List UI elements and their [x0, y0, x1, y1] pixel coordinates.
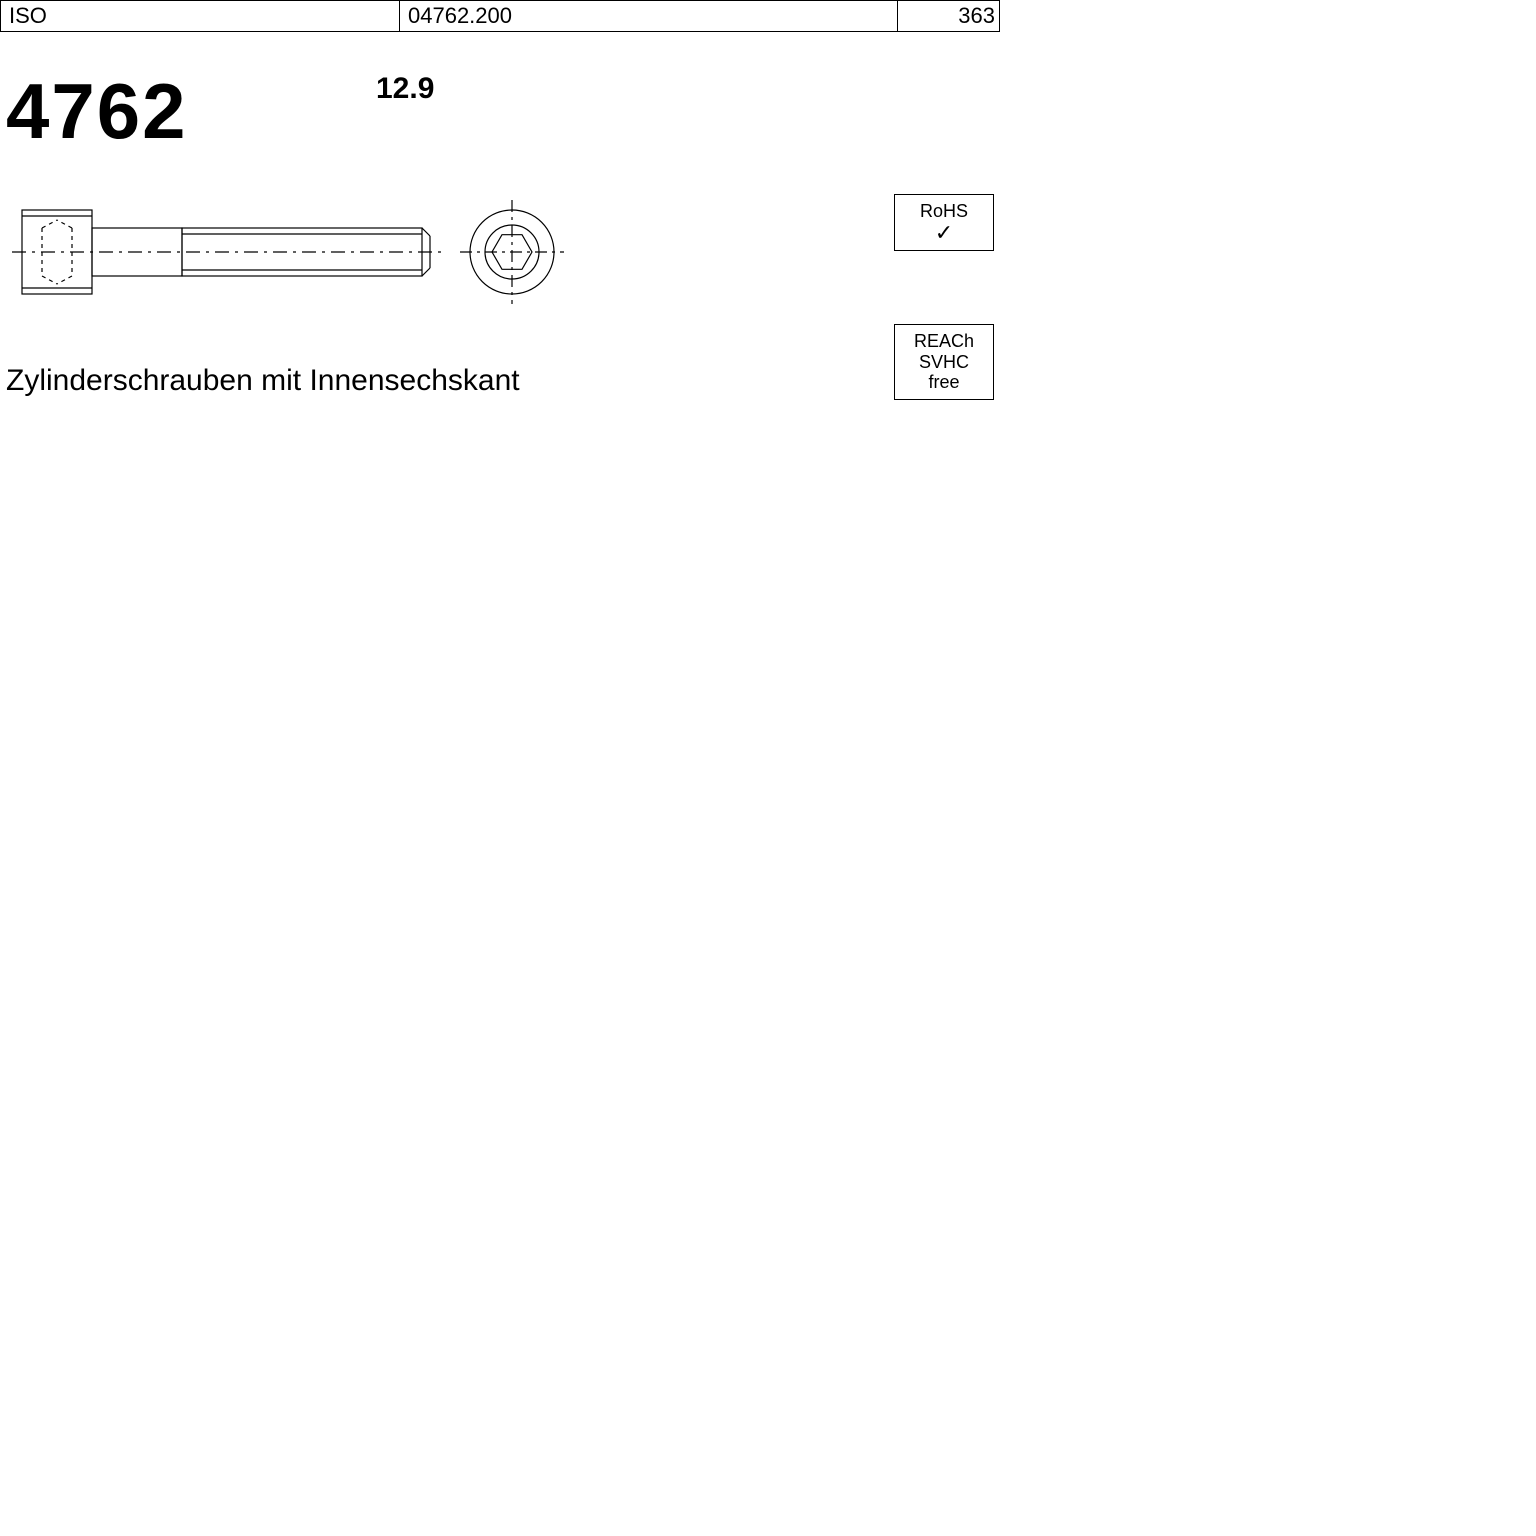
header-standard-label: ISO: [0, 1, 400, 31]
reach-badge: REACh SVHC free: [894, 324, 994, 400]
strength-class: 12.9: [376, 72, 434, 106]
product-description: Zylinderschrauben mit Innensechskant: [6, 364, 520, 398]
bolt-drawing: [12, 192, 572, 312]
header-row: ISO 04762.200 363: [0, 0, 1000, 32]
reach-line1: REACh: [899, 331, 989, 352]
reach-line3: free: [899, 372, 989, 393]
rohs-label: RoHS: [899, 201, 989, 222]
check-icon: ✓: [899, 222, 989, 244]
header-code: 04762.200: [400, 1, 898, 31]
rohs-badge: RoHS ✓: [894, 194, 994, 251]
standard-number: 4762: [6, 66, 188, 157]
spec-sheet: ISO 04762.200 363 4762 12.9: [0, 0, 1000, 440]
reach-line2: SVHC: [899, 352, 989, 373]
header-page-number: 363: [898, 1, 1000, 31]
